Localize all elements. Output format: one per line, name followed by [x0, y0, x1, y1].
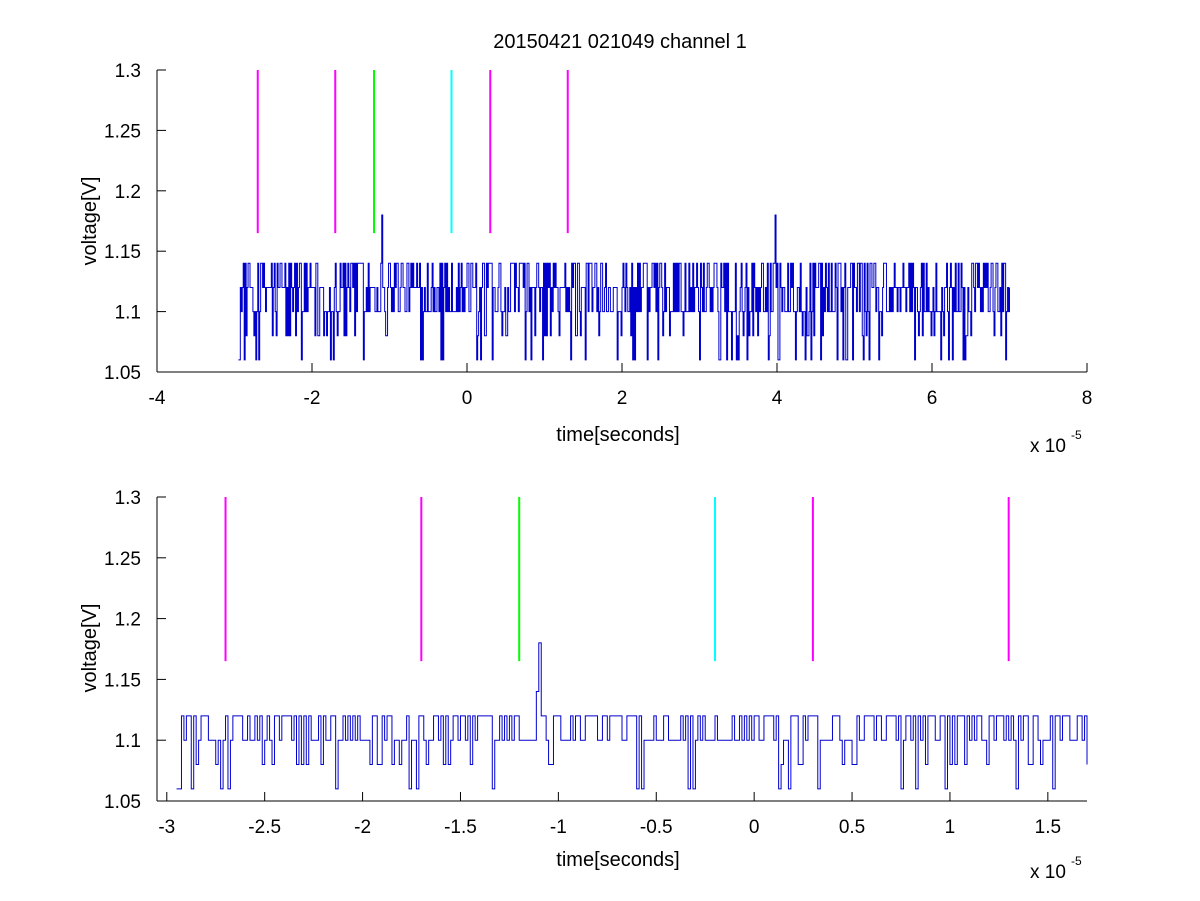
bottom-x-tick-label: 0.5 [839, 817, 865, 838]
bottom-x-tick-label: -2 [354, 817, 371, 838]
top-tick-labels: 1.05 1.1 1.15 1.2 1.25 1.3 -4 -2 0 2 4 6 8 [104, 61, 1092, 409]
top-ylabel: voltage[V] [79, 177, 101, 266]
bottom-x-exponent: -5 [1071, 854, 1082, 868]
top-y-tick-label: 1.2 [115, 182, 141, 203]
bottom-y-tick-label: 1.3 [115, 488, 141, 509]
top-signal-trace [238, 214, 1010, 361]
top-signal-line [238, 214, 1010, 361]
top-y-tick-label: 1.05 [104, 363, 141, 384]
bottom-x-tick-label: -2.5 [248, 817, 281, 838]
top-x-tick-label: -2 [304, 388, 321, 409]
top-y-tick-label: 1.15 [104, 242, 141, 263]
bottom-x-multiplier: x 10 [1030, 862, 1066, 883]
bottom-y-tick-label: 1.15 [104, 670, 141, 691]
top-y-tick-label: 1.25 [104, 121, 141, 142]
bottom-y-tick-label: 1.1 [115, 731, 141, 752]
bottom-signal-trace [176, 642, 1088, 790]
bottom-x-tick-label: 0 [749, 817, 760, 838]
bottom-y-tick-label: 1.2 [115, 610, 141, 631]
top-subplot: 1.05 1.1 1.15 1.2 1.25 1.3 -4 -2 0 2 4 6 8 time[seco… [79, 61, 1092, 457]
bottom-y-tick-label: 1.05 [104, 792, 141, 813]
top-x-tick-label: 0 [462, 388, 473, 409]
top-x-tick-label: 2 [617, 388, 628, 409]
top-x-tick-label: 8 [1082, 388, 1093, 409]
bottom-x-tick-label: 1.5 [1035, 817, 1061, 838]
bottom-y-tick-label: 1.25 [104, 549, 141, 570]
top-event-markers [256, 70, 569, 234]
top-xlabel: time[seconds] [556, 424, 679, 446]
top-y-tick-label: 1.1 [115, 303, 141, 324]
bottom-tick-labels: 1.05 1.1 1.15 1.2 1.25 1.3 -3 -2.5 -2 -1.5 -1 -0.5 0… [104, 488, 1061, 838]
bottom-axis-ticks [157, 496, 1049, 802]
top-x-exponent: -5 [1071, 428, 1082, 442]
bottom-x-tick-label: -0.5 [640, 817, 673, 838]
figure-title: 20150421 021049 channel 1 [493, 31, 747, 53]
top-axis-ticks [156, 69, 1088, 373]
bottom-axes [156, 497, 1087, 802]
bottom-ylabel: voltage[V] [79, 604, 101, 693]
top-x-tick-label: 4 [772, 388, 783, 409]
bottom-x-tick-label: -1 [550, 817, 567, 838]
top-x-tick-label: 6 [927, 388, 938, 409]
top-y-tick-label: 1.3 [115, 61, 141, 82]
bottom-x-tick-label: 1 [945, 817, 956, 838]
bottom-x-tick-label: -1.5 [444, 817, 477, 838]
bottom-event-markers [224, 497, 1010, 662]
top-x-multiplier: x 10 [1030, 436, 1066, 457]
bottom-subplot: 1.05 1.1 1.15 1.2 1.25 1.3 -3 -2.5 -2 -1.5 -1 -0.5 0… [79, 488, 1088, 883]
bottom-xlabel: time[seconds] [556, 849, 679, 871]
bottom-signal-line [176, 642, 1088, 790]
bottom-x-tick-label: -3 [158, 817, 175, 838]
top-axes [156, 70, 1087, 373]
top-x-tick-label: -4 [149, 388, 166, 409]
